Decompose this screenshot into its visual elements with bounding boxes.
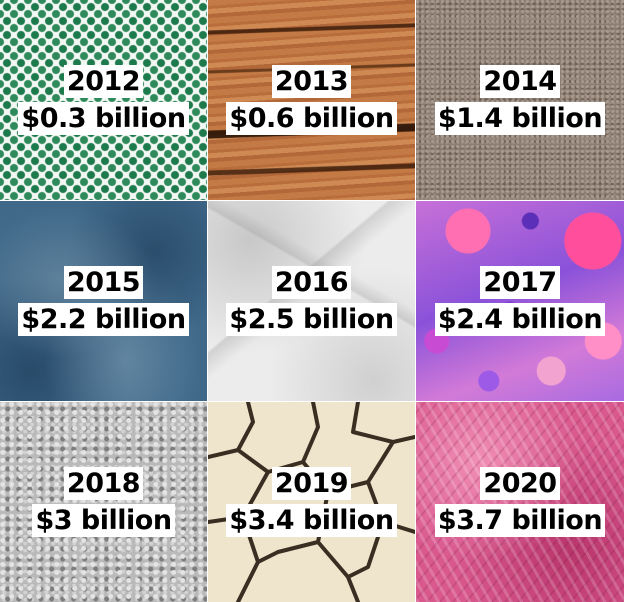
year-label: 2012: [63, 65, 144, 98]
amount-label: $0.6 billion: [226, 102, 397, 135]
tile-2016: 2016 $2.5 billion: [208, 201, 415, 401]
tile-2020: 2020 $3.7 billion: [416, 402, 624, 602]
tile-label: 2012 $0.3 billion: [18, 65, 189, 135]
tile-label: 2016 $2.5 billion: [226, 266, 397, 336]
year-label: 2016: [271, 266, 352, 299]
year-label: 2020: [480, 467, 560, 500]
tile-2012: 2012 $0.3 billion: [0, 0, 207, 200]
tile-label: 2013 $0.6 billion: [226, 65, 397, 135]
year-label: 2015: [63, 266, 144, 299]
tile-2015: 2015 $2.2 billion: [0, 201, 207, 401]
amount-label: $2.2 billion: [18, 303, 189, 336]
tile-2014: 2014 $1.4 billion: [416, 0, 624, 200]
tile-label: 2019 $3.4 billion: [226, 467, 397, 537]
amount-label: $2.5 billion: [226, 303, 397, 336]
year-label: 2018: [63, 467, 144, 500]
amount-label: $2.4 billion: [434, 303, 606, 336]
amount-label: $3.4 billion: [226, 504, 397, 537]
tile-label: 2014 $1.4 billion: [434, 65, 606, 135]
amount-label: $3 billion: [32, 504, 175, 537]
year-label: 2019: [271, 467, 352, 500]
amount-label: $0.3 billion: [18, 102, 189, 135]
tile-label: 2018 $3 billion: [32, 467, 175, 537]
year-label: 2013: [271, 65, 352, 98]
tile-2018: 2018 $3 billion: [0, 402, 207, 602]
amount-label: $3.7 billion: [434, 504, 606, 537]
tile-2017: 2017 $2.4 billion: [416, 201, 624, 401]
year-label: 2017: [480, 266, 560, 299]
tile-label: 2017 $2.4 billion: [434, 266, 606, 336]
year-label: 2014: [480, 65, 560, 98]
tile-label: 2015 $2.2 billion: [18, 266, 189, 336]
tile-label: 2020 $3.7 billion: [434, 467, 606, 537]
tile-2013: 2013 $0.6 billion: [208, 0, 415, 200]
tile-2019: 2019 $3.4 billion: [208, 402, 415, 602]
amount-label: $1.4 billion: [434, 102, 606, 135]
